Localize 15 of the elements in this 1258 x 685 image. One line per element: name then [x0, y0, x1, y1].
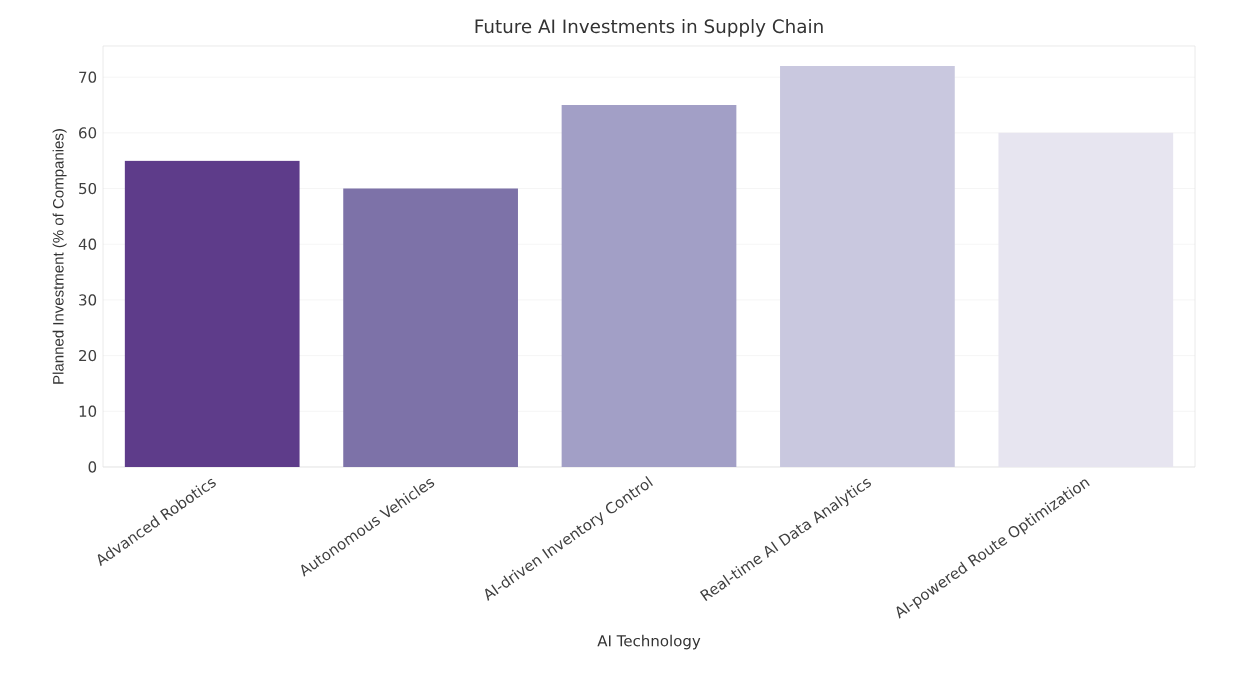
- x-axis-title: AI Technology: [597, 634, 701, 650]
- chart-title: Future AI Investments in Supply Chain: [475, 19, 823, 37]
- bar: [343, 188, 518, 467]
- bar: [780, 66, 955, 467]
- y-tick-label: 0: [88, 461, 97, 473]
- y-tick-label: 70: [79, 71, 97, 83]
- y-tick-label: 10: [79, 405, 97, 417]
- bar: [124, 160, 300, 467]
- bar: [561, 105, 737, 467]
- y-tick-label: 40: [78, 238, 97, 250]
- y-tick-label: 50: [79, 182, 97, 195]
- y-tick-label: 30: [79, 294, 97, 306]
- y-tick-label: 60: [79, 127, 97, 139]
- y-tick-label: 20: [79, 349, 97, 362]
- y-axis-title: Planned Investment (% of Companies): [52, 129, 67, 384]
